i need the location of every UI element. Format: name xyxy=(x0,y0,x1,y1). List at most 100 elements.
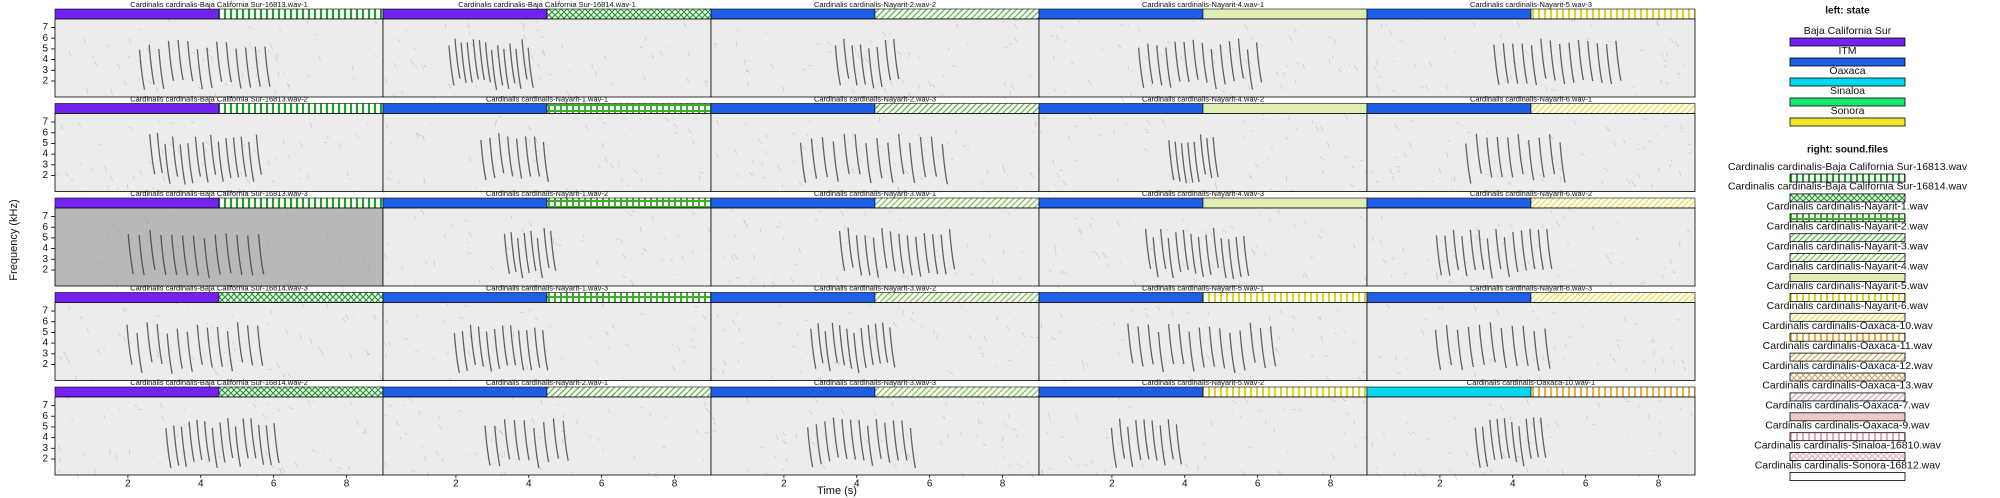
noise xyxy=(535,138,538,144)
noise xyxy=(1656,133,1659,135)
noise xyxy=(323,449,325,451)
noise xyxy=(1061,270,1066,274)
noise xyxy=(1109,324,1111,327)
noise xyxy=(1657,167,1661,172)
noise xyxy=(1059,313,1063,319)
noise xyxy=(106,236,111,241)
noise xyxy=(750,281,753,284)
syllable xyxy=(1474,427,1481,468)
x-tick-label: 2 xyxy=(453,479,459,490)
noise xyxy=(798,181,804,188)
noise xyxy=(167,19,171,23)
noise xyxy=(1567,207,1572,211)
spectrogram xyxy=(383,113,711,196)
noise xyxy=(1507,181,1512,185)
syllable xyxy=(1596,42,1603,84)
y-tick-label: 2 xyxy=(42,454,48,465)
noise xyxy=(781,431,786,437)
noise xyxy=(1530,264,1534,269)
noise xyxy=(1016,462,1019,466)
noise xyxy=(121,307,126,313)
noise xyxy=(96,261,101,265)
noise xyxy=(1140,464,1146,468)
noise xyxy=(201,162,203,166)
noise xyxy=(860,159,862,163)
noise xyxy=(1282,408,1285,410)
noise xyxy=(1081,238,1084,241)
noise xyxy=(1222,229,1227,233)
noise xyxy=(1465,261,1469,264)
noise xyxy=(1392,451,1396,456)
noise xyxy=(799,369,803,374)
legend-label: Sonora xyxy=(1831,105,1865,117)
noise xyxy=(1475,235,1479,241)
noise xyxy=(744,122,748,127)
noise xyxy=(404,337,408,341)
noise xyxy=(1663,59,1667,63)
syllable xyxy=(1528,140,1535,181)
noise xyxy=(1221,90,1226,94)
noise xyxy=(1076,32,1078,34)
spectrogram-background xyxy=(1039,302,1367,381)
noise xyxy=(109,449,112,456)
state-bar xyxy=(710,292,876,303)
spectrogram-background xyxy=(55,397,383,475)
noise xyxy=(267,160,270,166)
noise xyxy=(59,356,63,360)
panel-title: Cardinalis cardinalis-Nayarit-5.wav-1 xyxy=(1142,283,1264,292)
syllable xyxy=(1219,44,1226,85)
syllable xyxy=(1467,326,1475,368)
syllable xyxy=(180,426,188,467)
syllable xyxy=(906,235,913,276)
noise xyxy=(1463,411,1465,413)
noise xyxy=(620,178,623,183)
state-bar xyxy=(1366,386,1532,398)
noise xyxy=(399,436,403,441)
noise xyxy=(1059,272,1063,275)
syllable xyxy=(1478,229,1485,270)
y-tick-label: 3 xyxy=(42,65,48,76)
syllable xyxy=(542,330,549,371)
noise xyxy=(924,280,927,283)
noise xyxy=(932,83,936,88)
noise xyxy=(1120,338,1125,342)
noise xyxy=(764,150,768,154)
noise xyxy=(211,56,213,62)
syllable xyxy=(460,42,467,83)
noise xyxy=(468,231,472,237)
noise xyxy=(447,83,452,89)
noise xyxy=(1436,274,1439,281)
noise xyxy=(337,466,342,470)
noise xyxy=(604,330,609,336)
syllable xyxy=(1522,325,1529,366)
noise xyxy=(1670,38,1674,43)
noise xyxy=(1661,357,1664,364)
noise xyxy=(1054,250,1057,256)
noise xyxy=(266,243,272,249)
noise xyxy=(93,61,99,66)
legend-label: Cardinalis cardinalis-Nayarit-4.wav xyxy=(1767,260,1929,272)
sound-file-bar xyxy=(1202,197,1368,209)
syllable xyxy=(1137,326,1144,367)
y-tick-label: 6 xyxy=(42,33,48,44)
syllable xyxy=(1481,426,1489,467)
noise xyxy=(722,329,727,332)
x-tick-label: 8 xyxy=(1000,479,1006,490)
state-bar xyxy=(1038,103,1204,114)
noise xyxy=(618,161,620,165)
noise xyxy=(459,409,463,413)
noise xyxy=(1636,148,1640,151)
legend-label: ITM xyxy=(1838,45,1856,57)
syllable xyxy=(246,325,254,366)
noise xyxy=(123,336,126,343)
noise xyxy=(1662,274,1664,279)
noise xyxy=(1630,452,1633,454)
noise xyxy=(1353,419,1355,424)
noise xyxy=(692,326,696,331)
noise xyxy=(782,237,784,240)
syllable xyxy=(1157,332,1165,373)
noise xyxy=(862,57,864,62)
syllable xyxy=(517,238,524,279)
noise xyxy=(1205,354,1210,360)
noise xyxy=(138,169,143,175)
